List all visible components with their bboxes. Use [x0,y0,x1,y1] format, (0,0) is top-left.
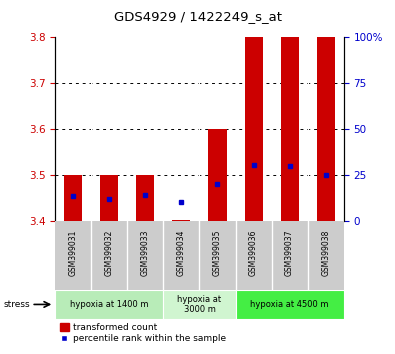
Bar [317,37,335,221]
Bar [245,37,263,221]
Text: GSM399038: GSM399038 [321,229,330,276]
Bar [280,37,299,221]
Text: GSM399037: GSM399037 [285,229,294,276]
Legend: transformed count, percentile rank within the sample: transformed count, percentile rank withi… [60,323,226,343]
Text: GDS4929 / 1422249_s_at: GDS4929 / 1422249_s_at [113,10,282,23]
Bar [235,290,344,319]
Text: stress: stress [4,300,30,309]
Bar [209,129,226,221]
Bar [64,175,82,221]
Bar [55,290,164,319]
Text: hypoxia at 1400 m: hypoxia at 1400 m [70,300,149,309]
Bar [164,290,235,319]
Text: GSM399035: GSM399035 [213,229,222,276]
Text: GSM399033: GSM399033 [141,229,150,276]
Bar [173,220,190,221]
Text: hypoxia at
3000 m: hypoxia at 3000 m [177,295,222,314]
Text: GSM399032: GSM399032 [105,229,114,276]
Text: GSM399036: GSM399036 [249,229,258,276]
Text: hypoxia at 4500 m: hypoxia at 4500 m [250,300,329,309]
Bar [136,175,154,221]
Bar [100,175,118,221]
Text: GSM399031: GSM399031 [69,229,78,276]
Text: GSM399034: GSM399034 [177,229,186,276]
